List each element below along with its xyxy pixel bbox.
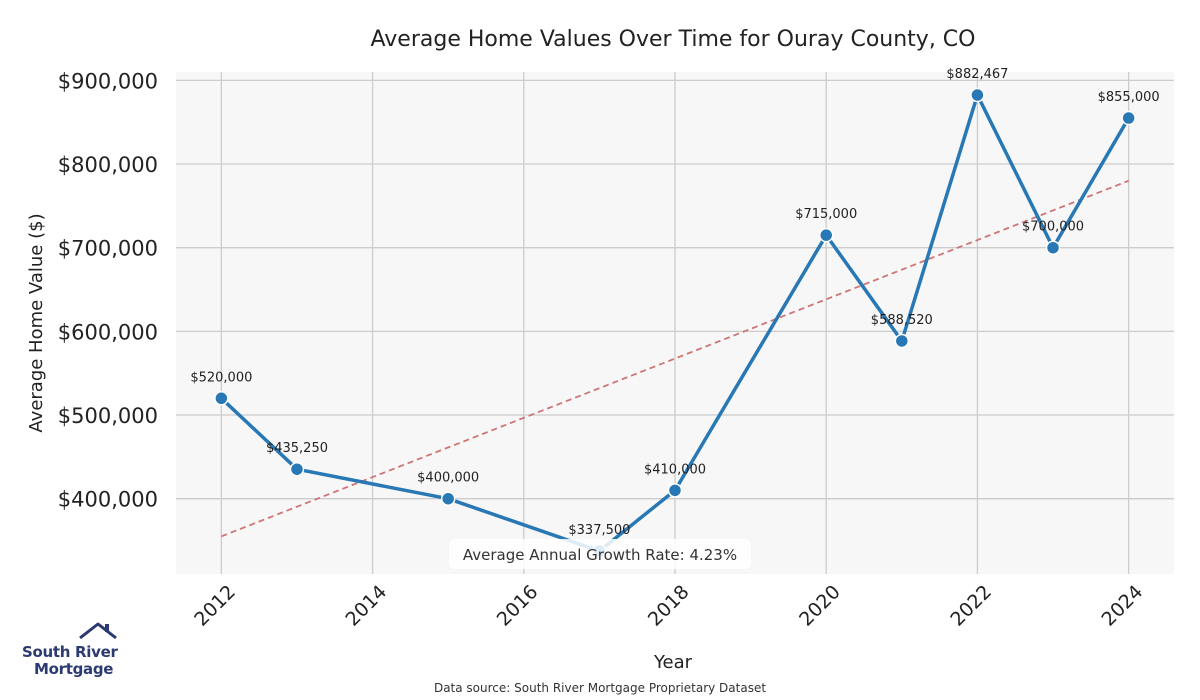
data-point — [818, 227, 834, 243]
y-tick-label: $500,000 — [58, 404, 158, 428]
data-point — [214, 391, 229, 406]
data-source-note: Data source: South River Mortgage Propri… — [433, 681, 767, 695]
grid-lines — [176, 72, 1174, 574]
chart-title: Average Home Values Over Time for Ouray … — [371, 27, 976, 52]
y-tick-label: $400,000 — [58, 488, 158, 512]
y-tick-label: $800,000 — [58, 153, 158, 177]
annotation-box — [449, 539, 751, 569]
south-river-mortgage-logo: South River Mortgage — [18, 618, 128, 682]
series-line — [219, 93, 1131, 553]
x-tick-label: 2018 — [644, 581, 694, 631]
data-labels-group: $520,000 $435,250 $400,000 $337,500 $410,000… — [190, 67, 1159, 538]
data-point — [440, 491, 456, 506]
x-tick-label: 2020 — [795, 581, 845, 631]
y-tick-label: $900,000 — [58, 69, 158, 93]
house-roof-icon — [79, 622, 117, 640]
data-label: $520,000 — [190, 370, 252, 385]
data-label: $410,000 — [644, 462, 706, 477]
trend-line — [221, 179, 1129, 538]
data-label: $337,500 — [568, 523, 630, 538]
x-tick-label: 2012 — [190, 581, 240, 631]
x-tick-label: 2016 — [493, 581, 543, 631]
series-group — [214, 87, 1136, 559]
data-label: $882,467 — [946, 67, 1008, 82]
data-point — [667, 483, 683, 498]
annotation-text: Average Annual Growth Rate: 4.23% — [463, 546, 737, 564]
logo-text-line1: South River — [22, 643, 118, 661]
data-label: $855,000 — [1098, 90, 1160, 105]
x-tick-label: 2024 — [1098, 581, 1148, 631]
data-point — [970, 87, 985, 103]
y-tick-label: $700,000 — [58, 237, 158, 261]
growth-rate-annotation: Average Annual Growth Rate: 4.23% — [449, 539, 751, 569]
data-label: $400,000 — [417, 471, 479, 486]
data-point — [894, 333, 910, 349]
data-point — [289, 461, 305, 477]
data-label: $715,000 — [795, 207, 857, 222]
data-label: $700,000 — [1022, 220, 1084, 235]
logo-text-line2: Mortgage — [34, 660, 114, 678]
x-tick-label: 2022 — [946, 581, 996, 631]
data-point — [1121, 110, 1136, 126]
data-point — [1045, 240, 1061, 255]
data-label: $435,250 — [266, 441, 328, 456]
data-label: $588,520 — [871, 313, 933, 328]
x-tick-label: 2014 — [341, 581, 391, 631]
y-axis-label: Average Home Value ($) — [26, 213, 47, 432]
trend-line-group — [221, 179, 1129, 538]
x-axis-label: Year — [653, 652, 693, 673]
y-tick-label: $600,000 — [58, 320, 158, 344]
